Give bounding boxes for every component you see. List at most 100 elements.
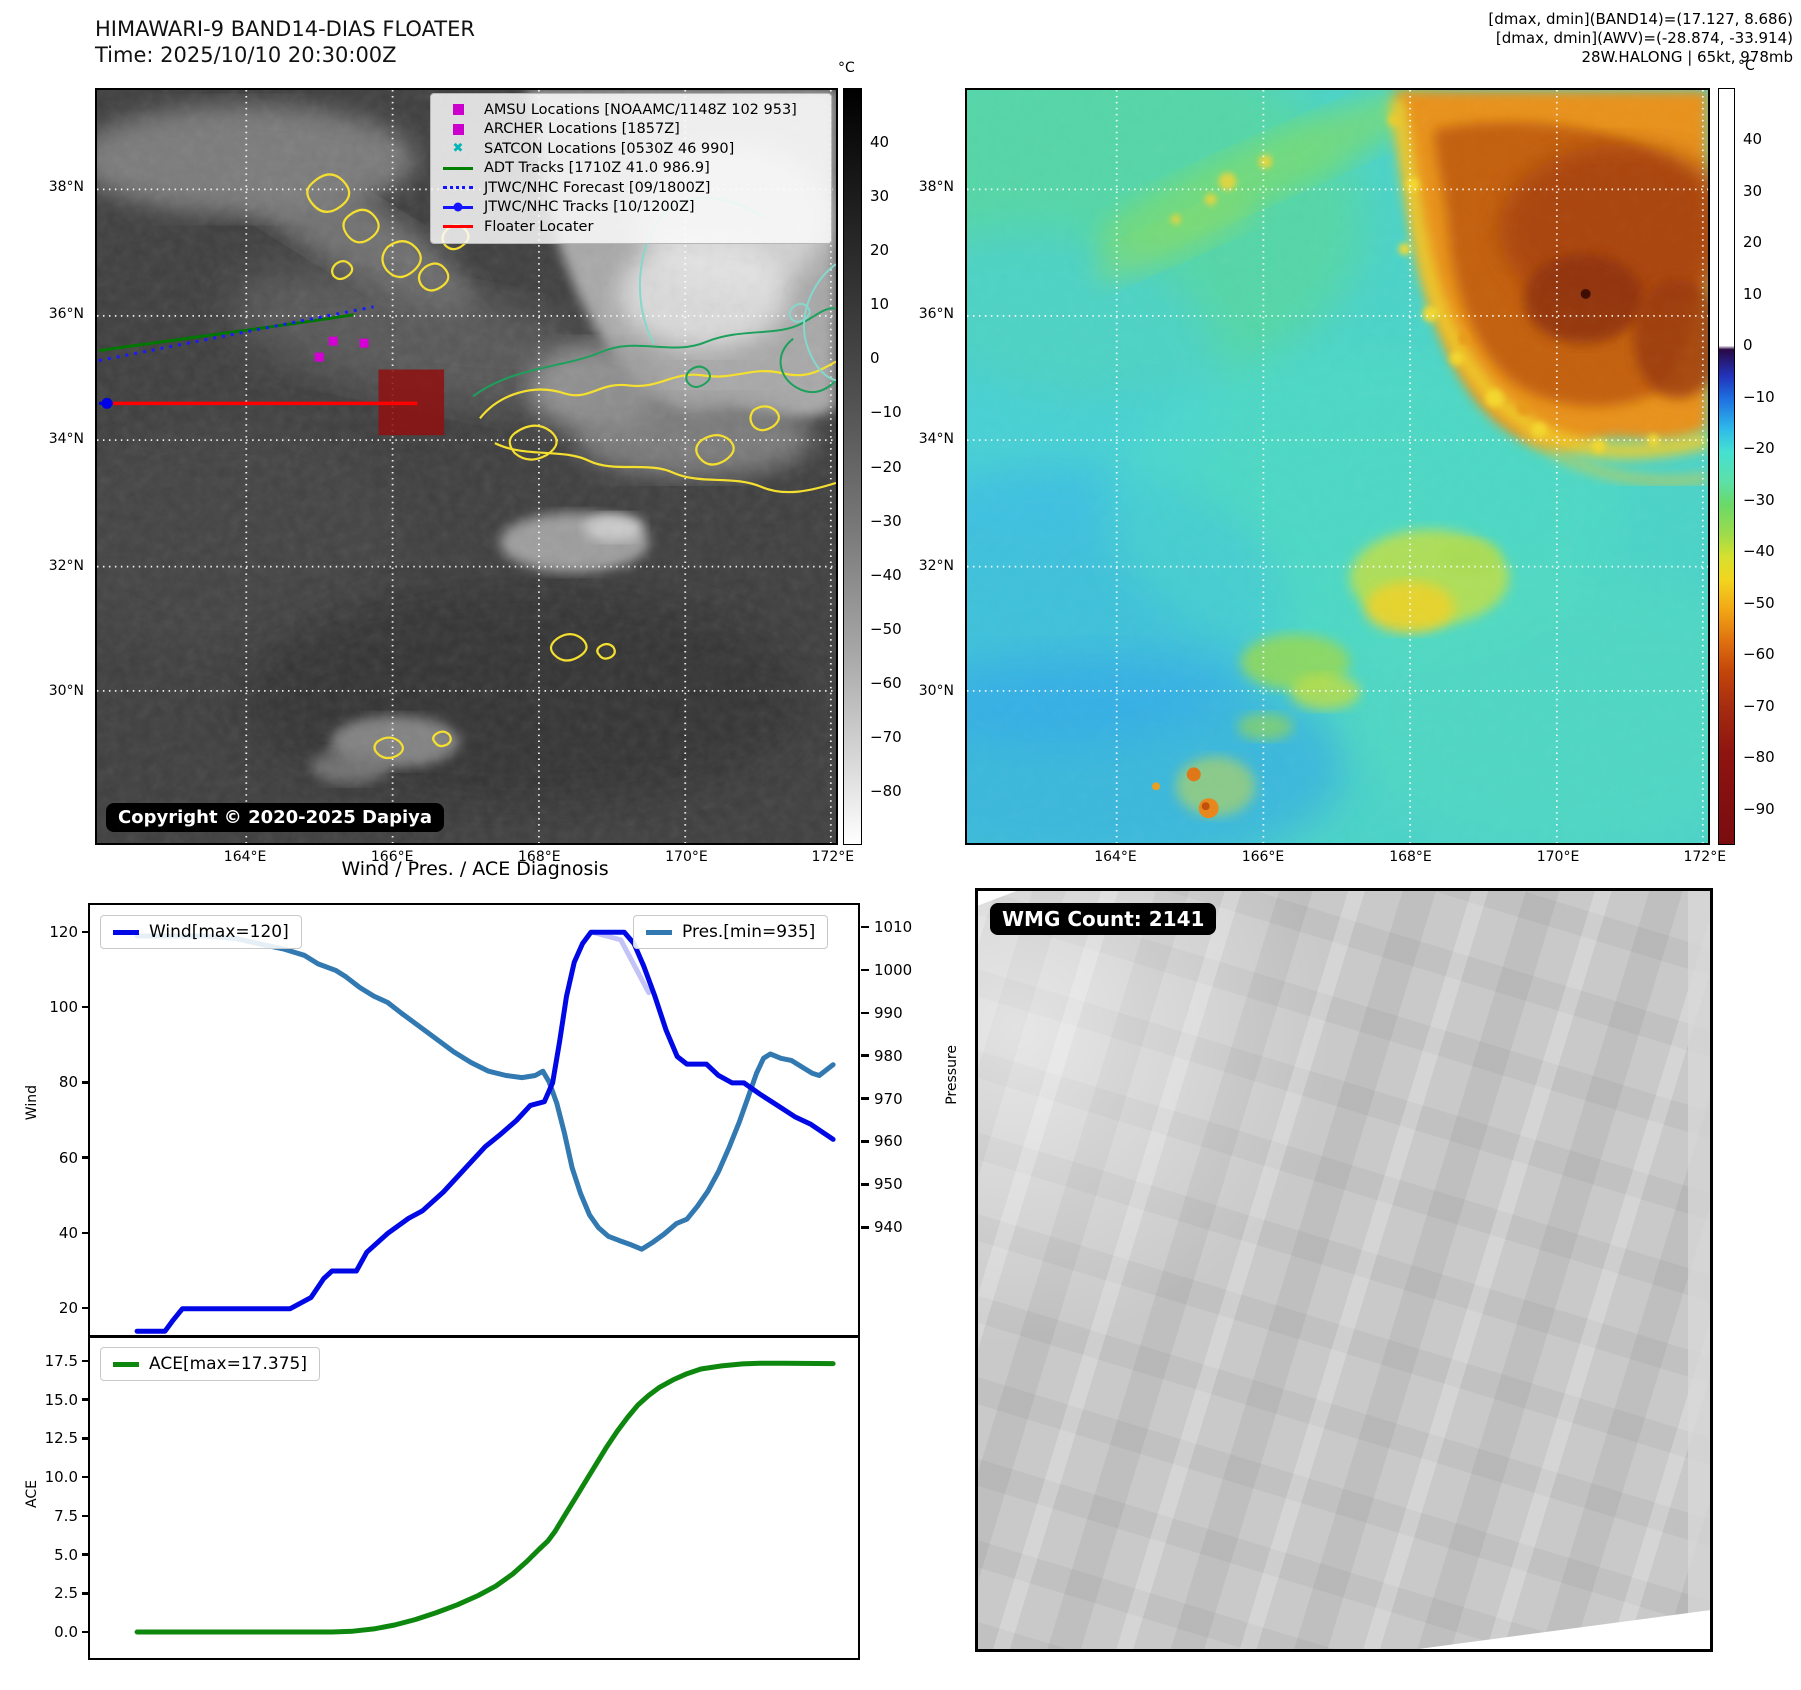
copyright-badge: Copyright © 2020-2025 Dapiya bbox=[106, 803, 445, 832]
awv-colorbar-unit: °C bbox=[1738, 58, 1755, 74]
axis-tick-label: 980 bbox=[874, 1046, 903, 1065]
axis-tick-label: 100 bbox=[49, 998, 78, 1017]
legend-item: ✖ SATCON Locations [0530Z 46 990] bbox=[441, 139, 821, 159]
axis-tick-mark bbox=[82, 1156, 90, 1159]
axis-tick-mark bbox=[82, 1005, 90, 1009]
ace-legend: ACE[max=17.375] bbox=[100, 1347, 320, 1381]
colorbar-tick-label: 40 bbox=[870, 133, 890, 152]
lon-tick-label: 164°E bbox=[1094, 849, 1137, 865]
ace-chart bbox=[91, 1338, 860, 1656]
axis-tick-mark bbox=[82, 1630, 90, 1634]
wind-pressure-chart bbox=[91, 906, 860, 1335]
lon-tick-label: 170°E bbox=[665, 849, 708, 865]
axis-tick-mark bbox=[860, 1097, 869, 1100]
lon-tick-label: 168°E bbox=[1389, 849, 1432, 865]
band14-colorbar bbox=[843, 88, 862, 845]
band14-colorbar-ticks: 40 30 20 10 0 −10 −20 −30 −40 −50 −60 −70 −80 bbox=[870, 88, 920, 845]
lon-tick-label: 170°E bbox=[1536, 849, 1580, 865]
colorbar-tick-label: −30 bbox=[870, 511, 902, 530]
axis-tick-mark bbox=[860, 1054, 869, 1057]
colorbar-tick-label: −90 bbox=[1743, 799, 1775, 818]
axis-tick-mark bbox=[860, 968, 869, 972]
band14-title: HIMAWARI-9 BAND14-DIAS FLOATER bbox=[95, 17, 475, 41]
lat-tick-label: 38°N bbox=[48, 178, 84, 195]
axis-tick-label: 1010 bbox=[874, 917, 913, 936]
lat-tick-label: 30°N bbox=[48, 683, 84, 700]
axis-tick-label: 120 bbox=[49, 922, 78, 941]
legend-item-label: Floater Locater bbox=[484, 218, 594, 235]
lat-tick-label: 32°N bbox=[48, 558, 84, 575]
ace-legend-label: ACE[max=17.375] bbox=[149, 1354, 307, 1374]
amsu-archer-markers bbox=[314, 336, 369, 362]
colorbar-tick-label: 30 bbox=[1743, 181, 1763, 200]
legend-item: Floater Locater bbox=[441, 217, 821, 237]
lon-tick-label: 164°E bbox=[223, 849, 267, 865]
legend-item-label: SATCON Locations [0530Z 46 990] bbox=[484, 140, 735, 157]
lon-tick-label: 166°E bbox=[1241, 849, 1285, 865]
series-left bbox=[590, 929, 651, 995]
awv-header: [dmax, dmin](BAND14)=(17.127, 8.686) [dm… bbox=[1173, 10, 1793, 67]
subplot-divider bbox=[88, 1335, 860, 1338]
diagnosis-title: Wind / Pres. / ACE Diagnosis bbox=[341, 858, 609, 880]
axis-tick-label: 950 bbox=[874, 1175, 903, 1194]
awv-header-line2: [dmax, dmin](AWV)=(-28.874, -33.914) bbox=[1495, 29, 1793, 47]
axis-tick-mark bbox=[82, 1359, 90, 1363]
colorbar-tick-label: −20 bbox=[1743, 439, 1775, 458]
axis-tick-mark bbox=[860, 1140, 869, 1143]
colorbar-tick-label: −10 bbox=[1743, 387, 1775, 406]
lat-tick-label: 34°N bbox=[918, 431, 954, 447]
line-marker-icon bbox=[441, 220, 475, 234]
colorbar-tick-label: −80 bbox=[870, 781, 902, 800]
dotted-marker-icon bbox=[441, 181, 475, 195]
awv-colorbar bbox=[1718, 88, 1735, 845]
axis-tick-label: 40 bbox=[58, 1223, 78, 1242]
axis-tick-label: 80 bbox=[58, 1073, 78, 1092]
square-marker-icon bbox=[441, 122, 475, 136]
wmg-panel: WMG Count: 2141 bbox=[975, 888, 1713, 1652]
colorbar-tick-label: −10 bbox=[870, 403, 902, 422]
axis-tick-mark bbox=[82, 1592, 90, 1595]
colorbar-tick-label: 10 bbox=[870, 295, 890, 314]
lon-tick-label: 172°E bbox=[811, 849, 855, 865]
series-right bbox=[134, 933, 836, 1252]
axis-tick-mark bbox=[860, 925, 869, 929]
legend-item: ADT Tracks [1710Z 41.0 986.9] bbox=[441, 159, 821, 179]
line-dot-marker-icon bbox=[441, 200, 475, 214]
awv-colorbar-ticks: 40 30 20 10 0 −10 −20 −30 −40 −50 −60 −70 −80 −90 bbox=[1743, 88, 1798, 845]
colorbar-tick-label: 40 bbox=[1743, 130, 1763, 149]
axis-tick-mark bbox=[82, 1081, 90, 1084]
pressure-legend-label: Pres.[min=935] bbox=[682, 922, 816, 942]
awv-header-line1: [dmax, dmin](BAND14)=(17.127, 8.686) bbox=[1488, 10, 1793, 28]
lon-tick-label: 166°E bbox=[370, 849, 414, 865]
pressure-legend-swatch bbox=[646, 929, 672, 935]
axis-tick-label: 10.0 bbox=[44, 1468, 78, 1487]
axis-tick-mark bbox=[82, 1398, 90, 1401]
legend-item: JTWC/NHC Tracks [10/1200Z] bbox=[441, 198, 821, 218]
lon-tick-label: 172°E bbox=[1683, 849, 1727, 865]
band14-lat-axis: 38°N 36°N 34°N 32°N 30°N bbox=[26, 88, 84, 845]
legend-item-label: AMSU Locations [NOAAMC/1148Z 102 953] bbox=[484, 101, 797, 118]
axis-tick-label: 990 bbox=[874, 1003, 903, 1022]
lat-tick-label: 34°N bbox=[48, 431, 84, 447]
colorbar-tick-label: −60 bbox=[870, 673, 902, 692]
band14-lon-axis: 164°E 166°E 168°E 170°E 172°E bbox=[95, 849, 854, 869]
wmg-right-strip bbox=[1688, 891, 1710, 1649]
axis-tick-label: 17.5 bbox=[44, 1351, 78, 1370]
x-marker-icon: ✖ bbox=[452, 141, 464, 157]
legend-item-label: ARCHER Locations [1857Z] bbox=[484, 121, 680, 138]
axis-tick-mark bbox=[860, 1226, 869, 1229]
colorbar-tick-label: −60 bbox=[1743, 645, 1775, 664]
colorbar-tick-label: −50 bbox=[1743, 593, 1775, 612]
axis-tick-label: 0.0 bbox=[54, 1623, 78, 1642]
band14-map-legend: AMSU Locations [NOAAMC/1148Z 102 953] ARC… bbox=[430, 93, 832, 244]
series-left bbox=[134, 929, 836, 1334]
axis-tick-label: 970 bbox=[874, 1089, 903, 1108]
lat-tick-label: 36°N bbox=[918, 306, 954, 323]
axis-tick-mark bbox=[82, 1553, 90, 1556]
lat-tick-label: 36°N bbox=[48, 306, 84, 323]
colorbar-tick-label: −40 bbox=[870, 565, 902, 584]
jtwc-forecast-line bbox=[98, 305, 374, 363]
axis-tick-mark bbox=[82, 1306, 90, 1310]
legend-item: AMSU Locations [NOAAMC/1148Z 102 953] bbox=[441, 100, 821, 120]
